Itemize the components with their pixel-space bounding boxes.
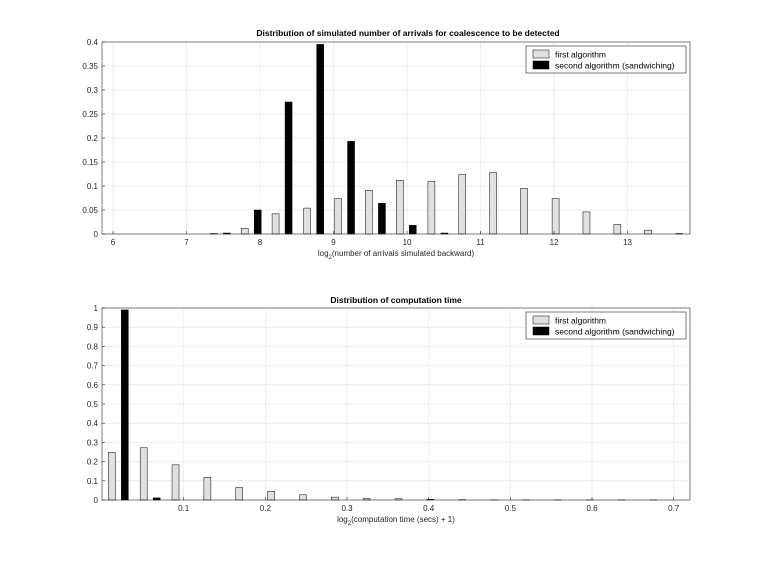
computation-time-x-tick-label: 0.2 <box>260 504 272 513</box>
computation-time-bar-second <box>121 309 129 501</box>
arrivals-bar-first <box>240 227 249 235</box>
arrivals-bar-first <box>520 188 528 235</box>
arrivals-x-tick-label: 12 <box>550 238 559 247</box>
arrivals-bar-second <box>316 44 324 235</box>
arrivals-x-tick-label: 6 <box>111 238 116 247</box>
computation-time-y-tick-label: 0.7 <box>87 362 99 371</box>
arrivals-bar-first <box>396 179 404 235</box>
arrivals-bars <box>210 44 683 235</box>
arrivals-y-tick-label: 0.35 <box>82 62 98 71</box>
arrivals-bar-first <box>365 190 373 235</box>
arrivals-bar-first <box>458 174 467 235</box>
computation-time-chart: Distribution of computation time 0.1 0.2 0… <box>87 295 691 527</box>
computation-time-y-tick-label: 0.2 <box>87 458 99 467</box>
arrivals-bar-first <box>427 180 436 235</box>
computation-time-bar-first <box>203 477 212 501</box>
arrivals-bar-second <box>253 209 262 235</box>
computation-time-ticks: 0.1 0.2 0.3 0.4 0.5 0.6 0.7 0 0.1 0.2 0.3 0.4 0.5 0.6… <box>87 304 680 513</box>
computation-time-y-tick-label: 0.3 <box>87 438 99 447</box>
computation-time-legend-label-first: first algorithm <box>555 316 606 326</box>
arrivals-y-tick-label: 0.3 <box>87 86 99 95</box>
arrivals-x-axis-label-sub: 2 <box>329 255 333 261</box>
computation-time-legend-label-second: second algorithm (sandwiching) <box>555 327 675 337</box>
arrivals-legend-swatch-second <box>532 60 550 70</box>
arrivals-bar-first <box>303 207 311 235</box>
computation-time-x-tick-label: 0.5 <box>505 504 517 513</box>
arrivals-x-tick-label: 7 <box>184 238 189 247</box>
arrivals-x-tick-label: 8 <box>258 238 263 247</box>
arrivals-bar-first <box>582 211 591 235</box>
computation-time-x-tick-label: 0.4 <box>423 504 435 513</box>
arrivals-bar-second <box>347 141 355 235</box>
computation-time-x-tick-label: 0.3 <box>341 504 353 513</box>
computation-time-y-tick-label: 0.5 <box>87 400 99 409</box>
arrivals-y-tick-label: 0.25 <box>82 110 98 119</box>
arrivals-x-tick-label: 11 <box>476 238 485 247</box>
computation-time-y-tick-label: 1 <box>94 304 99 313</box>
computation-time-chart-title: Distribution of computation time <box>330 295 462 305</box>
arrivals-bar-second <box>409 225 417 235</box>
computation-time-x-axis-label: log2(computation time (secs) + 1) <box>337 515 455 527</box>
computation-time-y-tick-label: 0 <box>94 496 99 505</box>
computation-time-bar-first <box>267 491 275 501</box>
computation-time-y-tick-label: 0.6 <box>87 381 99 390</box>
computation-time-legend-box <box>525 311 687 340</box>
computation-time-grid <box>102 308 690 500</box>
arrivals-y-tick-label: 0.05 <box>82 206 98 215</box>
arrivals-x-tick-label: 9 <box>331 238 336 247</box>
computation-time-x-axis-label-sub: 2 <box>348 521 352 527</box>
arrivals-y-tick-label: 0.15 <box>82 158 98 167</box>
arrivals-legend: first algorithm second algorithm (sandwi… <box>525 45 687 74</box>
computation-time-bar-first <box>108 452 116 501</box>
arrivals-bar-first <box>551 198 560 235</box>
computation-time-legend-swatch-second <box>532 326 550 336</box>
arrivals-x-axis-label-rest: (number of arrivals simulated backward) <box>332 249 475 258</box>
computation-time-x-tick-label: 0.7 <box>668 504 680 513</box>
arrivals-bar-first <box>489 172 497 235</box>
arrivals-x-tick-label: 10 <box>403 238 412 247</box>
arrivals-bar-second <box>378 203 386 235</box>
arrivals-legend-label-second: second algorithm (sandwiching) <box>555 61 675 71</box>
arrivals-legend-label-first: first algorithm <box>555 50 606 60</box>
computation-time-bar-first <box>331 496 339 501</box>
arrivals-y-tick-label: 0.2 <box>87 134 99 143</box>
computation-time-x-tick-label: 0.1 <box>178 504 190 513</box>
arrivals-x-tick-label: 13 <box>623 238 632 247</box>
computation-time-y-tick-label: 0.8 <box>87 342 99 351</box>
arrivals-x-axis-label-main: log <box>318 249 329 258</box>
arrivals-bar-first <box>613 224 622 235</box>
arrivals-x-axis-label: log2(number of arrivals simulated backwa… <box>318 249 475 261</box>
arrivals-ticks: 6 7 8 9 10 11 12 13 0 0.05 0.1 0.15 0.2 0.25 0.3 0.35 0.… <box>82 38 632 247</box>
arrivals-bar-second <box>284 101 293 235</box>
arrivals-legend-swatch-first <box>532 49 550 59</box>
computation-time-bar-first <box>299 494 307 501</box>
arrivals-bar-first <box>334 198 342 235</box>
arrivals-bar-first <box>644 229 652 235</box>
arrivals-chart: Distribution of simulated number of arri… <box>82 28 691 261</box>
arrivals-bar-first <box>271 213 280 235</box>
arrivals-y-tick-label: 0.4 <box>87 38 99 47</box>
computation-time-x-axis-label-rest: (computation time (secs) + 1) <box>351 515 455 524</box>
arrivals-y-tick-label: 0.1 <box>87 182 99 191</box>
computation-time-bar-first <box>235 487 243 501</box>
arrivals-legend-box <box>525 45 687 74</box>
computation-time-legend-swatch-first <box>532 315 550 325</box>
computation-time-y-tick-label: 0.1 <box>87 477 99 486</box>
computation-time-bar-second <box>152 497 161 501</box>
computation-time-bar-first <box>139 447 148 501</box>
computation-time-legend: first algorithm second algorithm (sandwi… <box>525 311 687 340</box>
computation-time-y-tick-label: 0.4 <box>87 419 99 428</box>
computation-time-x-axis-label-main: log <box>337 515 348 524</box>
computation-time-y-tick-label: 0.9 <box>87 323 99 332</box>
arrivals-y-tick-label: 0 <box>94 230 99 239</box>
computation-time-bar-first <box>171 464 180 501</box>
computation-time-x-tick-label: 0.6 <box>586 504 598 513</box>
arrivals-chart-title: Distribution of simulated number of arri… <box>256 28 559 38</box>
